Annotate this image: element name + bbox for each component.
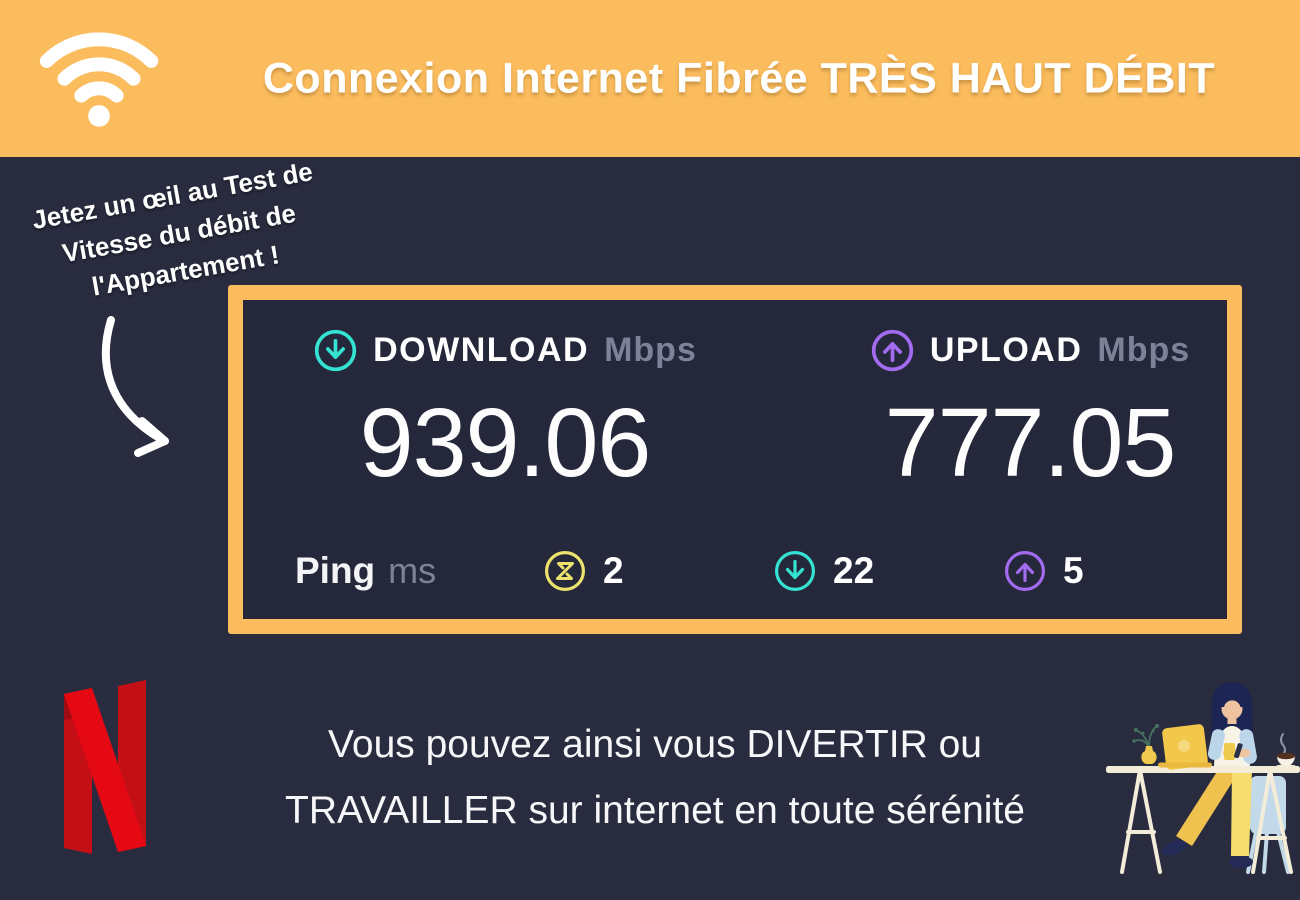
vase xyxy=(1141,746,1157,764)
footer-line: Vous pouvez ainsi vous DIVERTIR ou xyxy=(328,723,982,766)
download-label: DOWNLOAD xyxy=(373,331,590,369)
ping-idle-group: 2 xyxy=(543,547,624,595)
drink-glass xyxy=(1224,743,1235,760)
footer-line: TRAVAILLER sur internet en toute sérénit… xyxy=(285,789,1025,832)
ping-label-group: Ping ms xyxy=(295,547,436,595)
chair-back xyxy=(1250,776,1286,834)
ping-upload-group: 5 xyxy=(1003,547,1084,595)
ping-download-icon xyxy=(775,551,815,591)
hand-drawn-arrow-icon xyxy=(101,316,169,457)
face xyxy=(1221,698,1243,720)
ping-download-group: 22 xyxy=(773,547,874,595)
download-value: 939.06 xyxy=(359,388,652,497)
ping-latency-icon xyxy=(545,551,585,591)
ping-download-value: 22 xyxy=(833,550,875,591)
upload-value: 777.05 xyxy=(884,388,1177,497)
ping-upload-value: 5 xyxy=(1063,550,1084,591)
upload-arrow-icon xyxy=(871,329,913,372)
header-banner: Connexion Internet Fibrée TRÈS HAUT DÉBI… xyxy=(0,0,1300,157)
speedtest-panel: DOWNLOAD Mbps 939.06 UPLOAD Mbps 777.05 … xyxy=(228,285,1242,634)
shoe xyxy=(1161,840,1187,856)
steam xyxy=(1280,733,1286,756)
leg xyxy=(1231,770,1252,856)
upload-section: UPLOAD Mbps 777.05 xyxy=(794,328,1266,496)
upload-unit: Mbps xyxy=(1097,331,1191,369)
ping-idle-value: 2 xyxy=(603,550,624,591)
upload-label: UPLOAD xyxy=(929,331,1083,369)
netflix-n-logo xyxy=(64,680,146,854)
footer-caption: Vous pouvez ainsi vous DIVERTIR ou TRAVA… xyxy=(125,712,1185,844)
person-working-at-desk-illustration xyxy=(1106,682,1300,874)
ping-unit: ms xyxy=(388,550,437,591)
crossed-leg xyxy=(1176,770,1240,846)
download-section: DOWNLOAD Mbps 939.06 xyxy=(269,328,741,496)
phone xyxy=(1234,743,1243,759)
ping-upload-icon xyxy=(1005,551,1045,591)
desk-legs xyxy=(1120,768,1293,874)
wifi-icon xyxy=(39,32,159,127)
download-arrow-icon xyxy=(314,329,357,372)
laptop-base xyxy=(1158,762,1212,768)
download-unit: Mbps xyxy=(604,331,697,369)
banner-title: Connexion Internet Fibrée TRÈS HAUT DÉBI… xyxy=(262,54,1216,102)
ping-label: Ping xyxy=(295,550,376,591)
desk-top xyxy=(1106,766,1300,773)
shoe xyxy=(1229,856,1253,868)
